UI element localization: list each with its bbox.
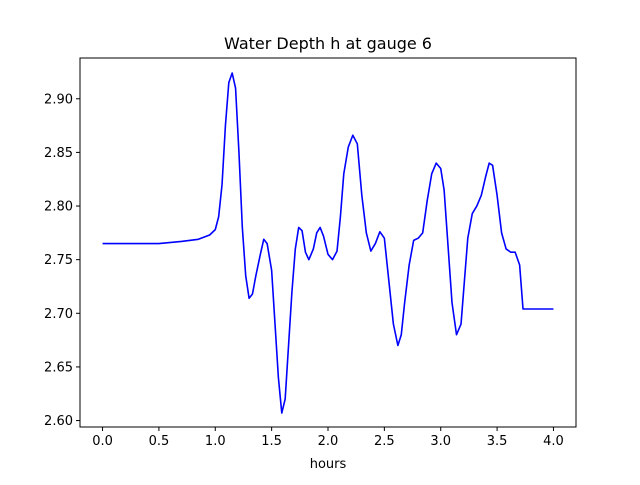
- plot-area: 0.0 0.5 1.0 1.5 2.0 2.5 3.0 3.5 4.0 2.60 2.65 2.70 2…: [44, 57, 577, 449]
- chart-title: Water Depth h at gauge 6: [224, 34, 432, 53]
- x-tick-label: 1.5: [261, 434, 282, 449]
- x-tick-label: 1.0: [205, 434, 226, 449]
- x-tick-label: 2.5: [374, 434, 395, 449]
- x-tick-label: 4.0: [543, 434, 564, 449]
- x-tick-label: 2.0: [318, 434, 339, 449]
- y-tick-label: 2.70: [44, 307, 73, 322]
- y-tick-label: 2.75: [44, 253, 73, 268]
- y-tick-label: 2.80: [44, 200, 73, 215]
- y-tick-label: 2.90: [44, 92, 73, 107]
- x-axis-label: hours: [310, 457, 347, 472]
- y-tick-label: 2.65: [44, 360, 73, 375]
- y-tick-label: 2.85: [44, 146, 73, 161]
- x-tick-label: 3.5: [487, 434, 508, 449]
- x-tick-label: 0.5: [149, 434, 170, 449]
- y-tick-label: 2.60: [44, 414, 73, 429]
- x-tick-label: 3.0: [430, 434, 451, 449]
- axes-frame: [79, 57, 577, 428]
- x-tick-label: 0.0: [92, 434, 113, 449]
- series-line-0: [102, 72, 554, 414]
